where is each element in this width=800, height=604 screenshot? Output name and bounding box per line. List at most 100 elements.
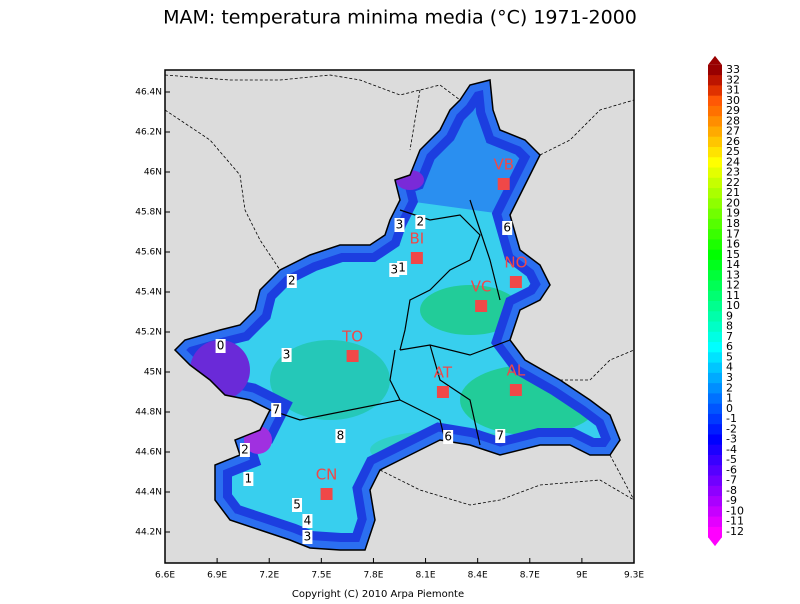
colorbar-label: -12 [726, 525, 744, 538]
city-marker [436, 386, 449, 398]
colorbar-label: -9 [726, 494, 737, 507]
contour-label-box [215, 339, 226, 353]
contour-label-box [397, 261, 408, 275]
colorbar-label: 1 [726, 392, 733, 405]
x-tick-label: 6.6E [155, 571, 175, 581]
y-tick-label: 45N [144, 368, 162, 378]
colorbar-cell [708, 362, 722, 374]
x-tick-label: 7.8E [363, 571, 383, 581]
colorbar-cell [708, 208, 722, 220]
colorbar-cell [708, 506, 722, 518]
colorbar-cell [708, 249, 722, 261]
colorbar-label: 28 [726, 114, 740, 127]
contour-label: 5 [293, 498, 301, 512]
city-marker [475, 300, 488, 312]
contour-label-box [292, 498, 303, 512]
city-label: VB [493, 156, 514, 174]
contour-label: 2 [288, 274, 296, 288]
colorbar-cell [708, 444, 722, 456]
colorbar-cell [708, 526, 722, 538]
colorbar-label: -3 [726, 433, 737, 446]
colorbar-label: 21 [726, 186, 740, 199]
national-borders [164, 74, 635, 506]
colorbar-label: 19 [726, 207, 740, 220]
contour-label-box [394, 218, 405, 232]
contour-label: 8 [337, 429, 345, 443]
contour-label: 1 [398, 261, 406, 275]
colorbar-cell [708, 218, 722, 230]
colorbar-cell [708, 321, 722, 333]
colorbar-cell [708, 455, 722, 466]
colorbar-label: 8 [726, 320, 733, 333]
colorbar-cell [708, 331, 722, 343]
contour-label-box [281, 348, 292, 362]
city-label: BI [410, 230, 425, 248]
contour-label-box [443, 430, 454, 444]
colorbar-cell [708, 290, 722, 302]
colorbar-label: 12 [726, 279, 740, 292]
y-tick-label: 44.6N [135, 448, 162, 458]
colorbar-label: 4 [726, 361, 733, 374]
city-marker [320, 488, 333, 500]
map-frame [164, 69, 635, 564]
colorbar-cell [708, 167, 722, 179]
colorbar-label: 30 [726, 94, 740, 107]
colorbar-cell [708, 188, 722, 199]
city-label: VC [471, 278, 492, 296]
colorbar-label: 11 [726, 289, 740, 302]
colorbar-label: -11 [726, 515, 744, 528]
colorbar-label: 5 [726, 350, 733, 363]
colorbar-label: 18 [726, 217, 740, 230]
contour-label-box [502, 221, 513, 235]
colorbar-cell [708, 198, 722, 210]
colorbar-label: -8 [726, 484, 737, 497]
colorbar-cell [708, 239, 722, 251]
colorbar-cell [708, 372, 722, 384]
colorbar-cell [708, 229, 722, 240]
colorbar-label: -10 [726, 504, 744, 517]
city-label: TO [341, 328, 363, 346]
colorbar-cell [708, 342, 722, 353]
contour-label: 3 [390, 263, 398, 277]
colorbar-cell [708, 75, 722, 86]
city-label: AL [507, 362, 526, 380]
contour-label-box [302, 514, 313, 528]
colorbar-top [708, 55, 722, 65]
colorbar-label: 31 [726, 84, 740, 97]
colorbar-cell [708, 465, 722, 477]
contour-label: 7 [496, 429, 504, 443]
colorbar-cell [708, 403, 722, 415]
colorbar-cell [708, 496, 722, 507]
colorbar-label: 24 [726, 155, 740, 168]
colorbar-label: 6 [726, 340, 733, 353]
colorbar-cell [708, 485, 722, 497]
colorbar-cell [708, 64, 722, 76]
colorbar-cell [708, 475, 722, 487]
x-tick-label: 7.2E [259, 571, 279, 581]
copyright: Copyright (C) 2010 Arpa Piemonte [292, 589, 464, 600]
colorbar-label: 33 [726, 63, 740, 76]
colorbar-label: -7 [726, 474, 737, 487]
colorbar-cell [708, 424, 722, 435]
colorbar-label: 14 [726, 258, 740, 271]
colorbar-cell [708, 95, 722, 107]
city-marker [497, 178, 510, 190]
colorbar-cell [708, 311, 722, 323]
contour-label: 3 [304, 530, 312, 544]
city-label: CN [316, 466, 338, 484]
y-tick-label: 44.8N [135, 408, 162, 418]
colorbar-cell [708, 434, 722, 446]
x-tick-label: 8.4E [468, 571, 488, 581]
colorbar-cell [708, 352, 722, 364]
colorbar-label: 25 [726, 145, 740, 158]
y-tick-label: 45.8N [135, 208, 162, 218]
colorbar-cell [708, 85, 722, 97]
colorbar-cell [708, 413, 722, 425]
city-marker [410, 252, 423, 264]
x-tick-label: 8.7E [520, 571, 540, 581]
contour-label-box [415, 215, 426, 229]
colorbar-label: 20 [726, 196, 740, 209]
contour-label: 1 [245, 472, 253, 486]
colorbar-label: 29 [726, 104, 740, 117]
colorbar-cell [708, 126, 722, 138]
